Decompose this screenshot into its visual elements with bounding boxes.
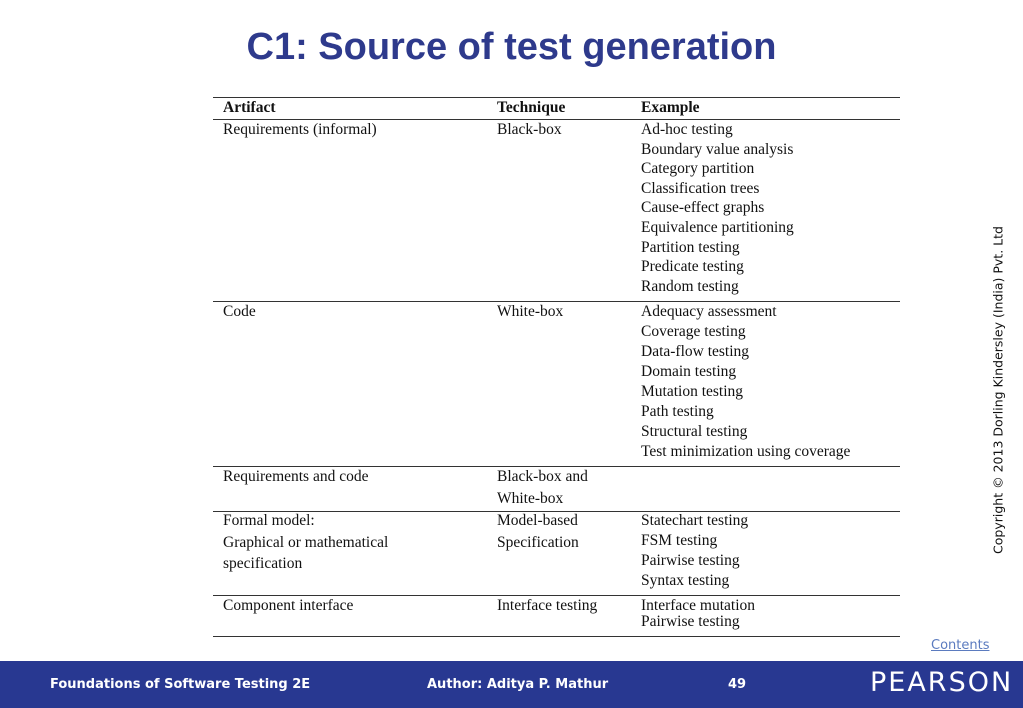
example: Predicate testing (641, 258, 744, 276)
artifact: Component interface (223, 597, 354, 614)
technique: White-box (497, 490, 564, 507)
technique: Black-box (497, 121, 562, 138)
example: Cause-effect graphs (641, 199, 765, 217)
example: Pairwise testing (641, 552, 740, 569)
table-rule (213, 466, 900, 467)
example: FSM testing (641, 532, 718, 549)
header-cell: Technique (497, 99, 566, 116)
example: Syntax testing (641, 572, 730, 589)
artifact: Formal model: (223, 512, 315, 529)
example: Mutation testing (641, 383, 744, 400)
technique: Interface testing (497, 597, 598, 614)
slide-title: C1: Source of test generation (246, 26, 777, 68)
footer: Foundations of Software Testing 2E Autho… (0, 661, 1023, 708)
artifact: Requirements (informal) (223, 121, 377, 138)
example: Category partition (641, 160, 755, 178)
header-cell: Artifact (223, 99, 276, 116)
example: Partition testing (641, 238, 740, 256)
example: Data-flow testing (641, 343, 750, 360)
example: Path testing (641, 403, 714, 420)
contents-link[interactable]: Contents (931, 638, 990, 653)
page-number: 49 (728, 677, 747, 692)
example: Pairwise testing (641, 613, 740, 630)
technique: White-box (497, 303, 564, 320)
artifact: Graphical or mathematical (223, 533, 389, 551)
artifact: specification (223, 555, 303, 572)
example: Test minimization using coverage (641, 443, 851, 460)
copyright: Copyright © 2013 Dorling Kindersley (Ind… (990, 226, 1006, 554)
technique: Black-box and (497, 468, 588, 485)
author: Author: Aditya P. Mathur (427, 677, 609, 692)
example: Structural testing (641, 423, 748, 440)
table-rule (213, 97, 900, 98)
example: Coverage testing (641, 323, 746, 340)
logo: PEARSON (870, 667, 1014, 698)
table-rule (213, 511, 900, 512)
book-title: Foundations of Software Testing 2E (50, 677, 311, 692)
example: Statechart testing (641, 512, 749, 529)
artifact: Requirements and code (223, 468, 369, 485)
table-rule (213, 636, 900, 637)
example: Equivalence partitioning (641, 219, 794, 236)
example: Domain testing (641, 363, 737, 380)
example: Classification trees (641, 179, 760, 197)
example: Interface mutation (641, 597, 756, 614)
example: Adequacy assessment (641, 303, 777, 320)
example: Ad-hoc testing (641, 121, 733, 138)
table-rule (213, 595, 900, 596)
technique: Specification (497, 533, 579, 551)
table-rule (213, 301, 900, 302)
artifact: Code (223, 303, 256, 320)
example: Random testing (641, 277, 739, 295)
table-rule (213, 119, 900, 120)
example: Boundary value analysis (641, 140, 794, 158)
header-cell: Example (641, 99, 700, 116)
technique: Model-based (497, 512, 578, 529)
